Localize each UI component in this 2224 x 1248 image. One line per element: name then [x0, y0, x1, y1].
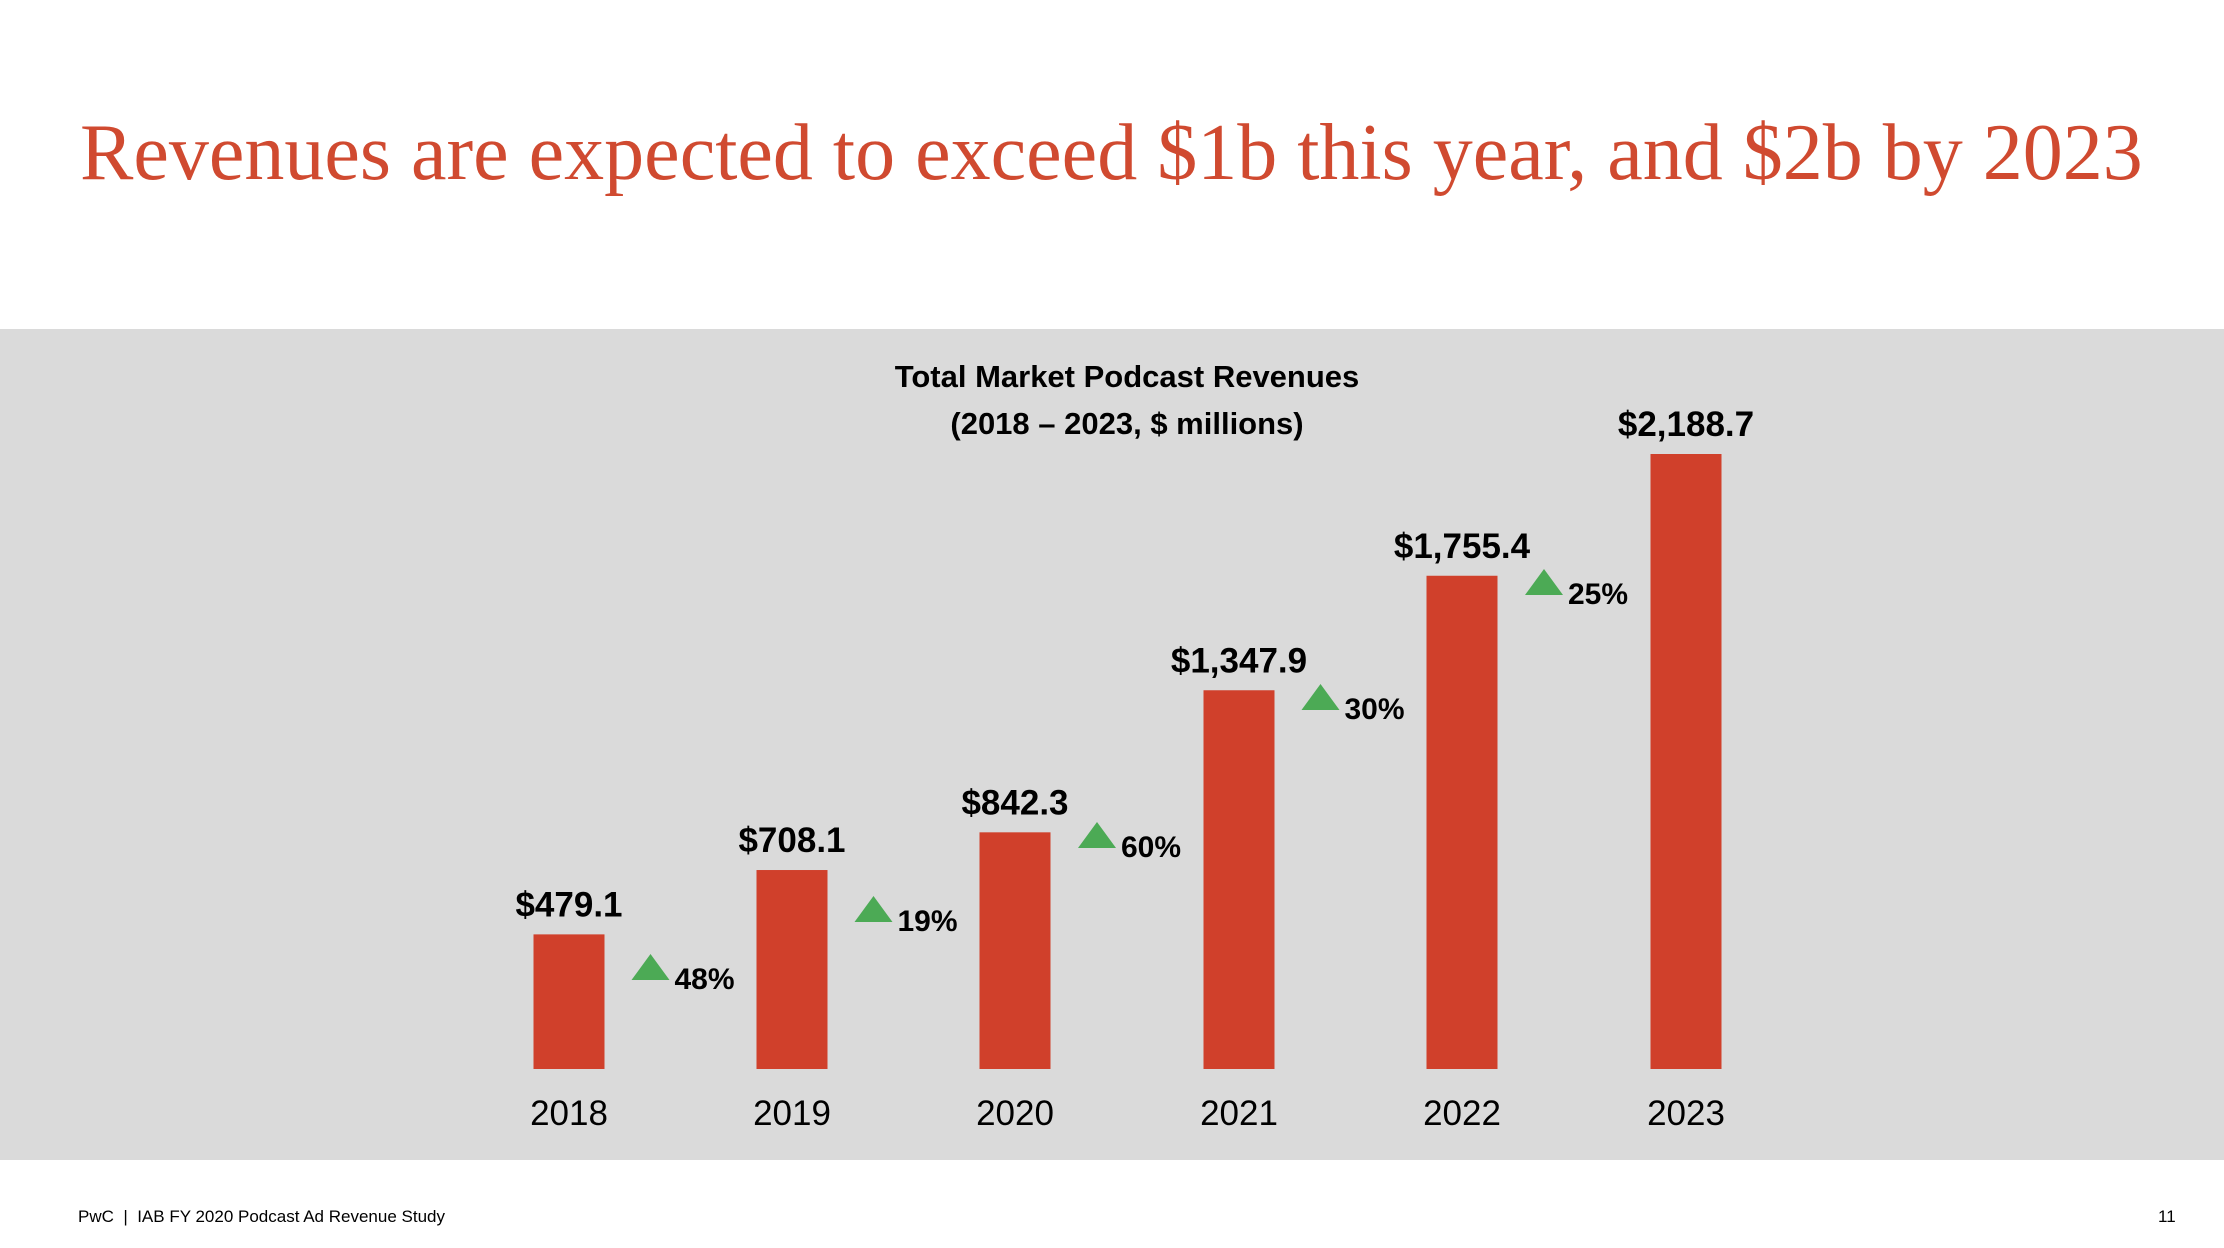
chart-title: Total Market Podcast Revenues [895, 359, 1360, 394]
up-triangle-icon [1525, 569, 1563, 595]
chart-subtitle: (2018 – 2023, $ millions) [950, 406, 1303, 441]
data-label: $1,755.4 [1394, 527, 1531, 566]
bar-2021 [1203, 690, 1275, 1069]
up-triangle-icon [854, 896, 893, 922]
bar-2020 [979, 832, 1051, 1069]
x-tick-label: 2023 [1647, 1094, 1725, 1133]
data-label: $708.1 [738, 821, 845, 860]
bar-2018 [533, 934, 605, 1069]
up-triangle-icon [1301, 684, 1340, 710]
chart-panel [0, 329, 2224, 1160]
x-tick-label: 2022 [1423, 1094, 1501, 1133]
x-tick-label: 2019 [753, 1094, 831, 1133]
data-label: $1,347.9 [1171, 641, 1307, 680]
growth-label: 60% [1121, 831, 1181, 864]
growth-label: 48% [675, 963, 735, 996]
x-tick-label: 2018 [530, 1094, 608, 1133]
data-label: $2,188.7 [1618, 405, 1754, 444]
page-number: 11 [2158, 1207, 2176, 1226]
bar-2022 [1426, 575, 1498, 1069]
footer-source: PwC | IAB FY 2020 Podcast Ad Revenue Stu… [78, 1207, 445, 1226]
data-label: $842.3 [961, 783, 1068, 822]
up-triangle-icon [1078, 822, 1116, 848]
x-tick-label: 2021 [1200, 1094, 1278, 1133]
growth-label: 30% [1345, 693, 1405, 726]
bar-2023 [1650, 454, 1722, 1069]
x-tick-label: 2020 [976, 1094, 1054, 1133]
growth-label: 19% [898, 905, 958, 938]
up-triangle-icon [631, 954, 670, 980]
data-label: $479.1 [515, 885, 622, 924]
growth-label: 25% [1568, 578, 1628, 611]
bar-2019 [756, 870, 828, 1069]
slide-title: Revenues are expected to exceed $1b this… [80, 109, 2143, 197]
